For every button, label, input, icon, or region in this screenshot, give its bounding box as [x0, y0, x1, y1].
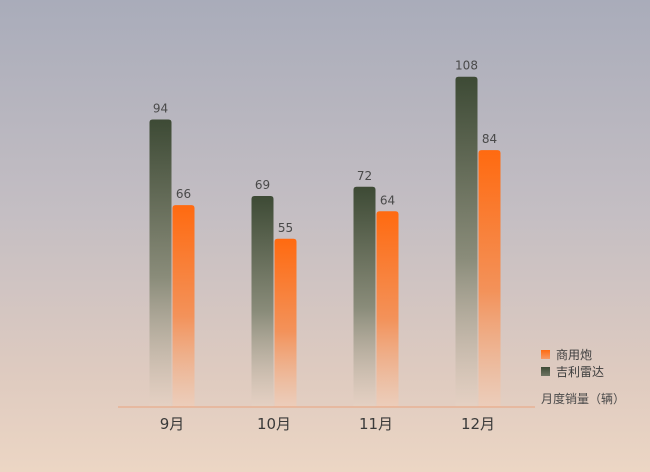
bar-jili-leida-0 — [149, 119, 172, 408]
value-label-jili-leida-2: 72 — [357, 169, 372, 183]
bars-layer — [149, 76, 501, 408]
legend-swatch-shangyongpao — [541, 350, 550, 359]
bar-shangyongpao-1 — [274, 238, 297, 407]
bar-shangyongpao-3 — [478, 150, 501, 407]
value-label-jili-leida-0: 94 — [153, 102, 168, 116]
bar-shangyongpao-0 — [172, 205, 195, 407]
x-axis-caption: 月度销量（辆） — [541, 391, 625, 406]
value-label-shangyongpao-3: 84 — [482, 132, 497, 146]
legend: 商用炮 吉利雷达 — [541, 347, 604, 379]
labels-layer: 94 66 9月 69 55 10月 72 64 11月 108 84 12月 — [153, 59, 497, 433]
value-label-shangyongpao-1: 55 — [278, 221, 293, 235]
x-tick-label-2: 11月 — [359, 415, 393, 433]
legend-swatch-jili-leida — [541, 367, 550, 376]
value-label-shangyongpao-2: 64 — [380, 193, 395, 207]
x-tick-label-0: 9月 — [160, 415, 185, 433]
bar-shangyongpao-2 — [376, 211, 399, 407]
bar-jili-leida-1 — [251, 195, 274, 407]
legend-label-shangyongpao: 商用炮 — [556, 347, 592, 362]
bar-jili-leida-3 — [455, 76, 478, 407]
x-tick-label-1: 10月 — [257, 415, 291, 433]
legend-label-jili-leida: 吉利雷达 — [556, 365, 604, 379]
value-label-jili-leida-3: 108 — [455, 59, 478, 73]
bar-jili-leida-2 — [353, 186, 376, 407]
value-label-shangyongpao-0: 66 — [176, 187, 191, 201]
x-tick-label-3: 12月 — [461, 415, 495, 433]
value-label-jili-leida-1: 69 — [255, 178, 270, 192]
